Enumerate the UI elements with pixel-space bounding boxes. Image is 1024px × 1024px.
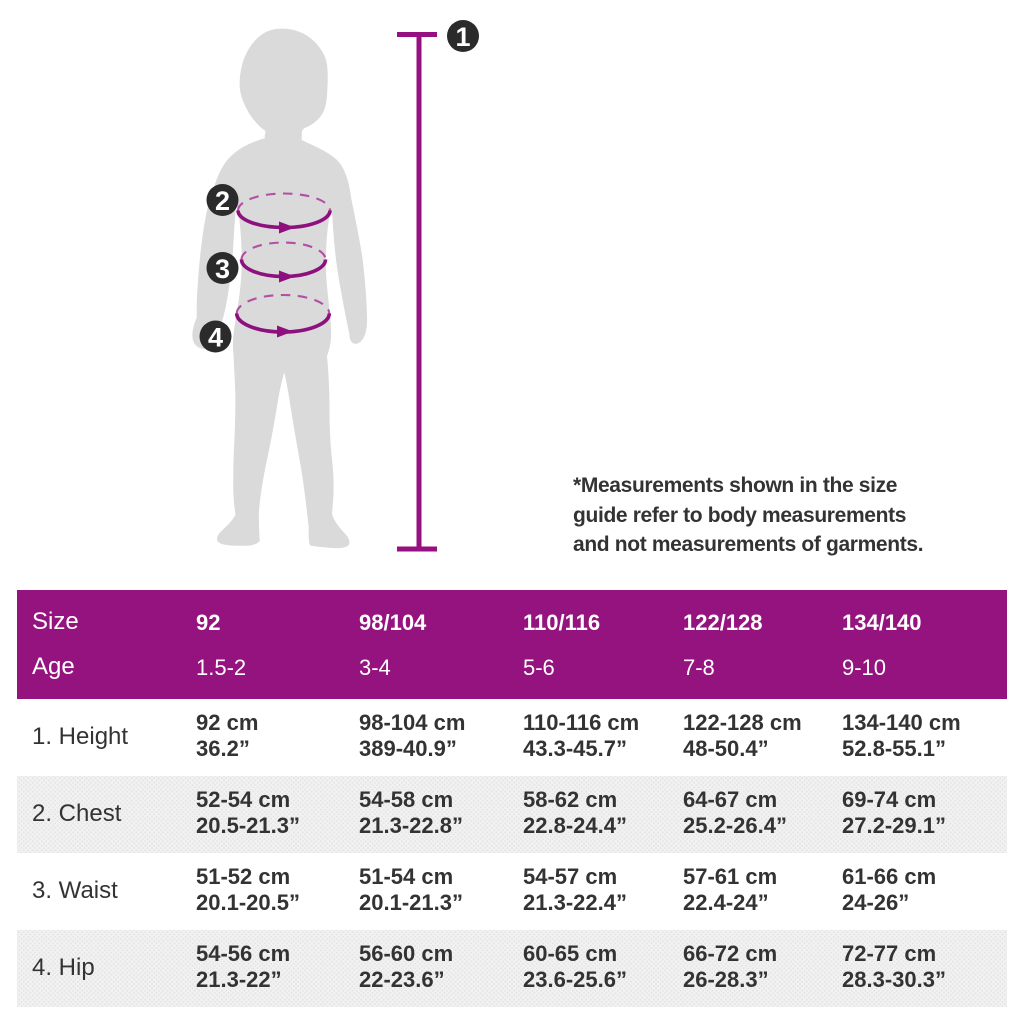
svg-text:1: 1: [455, 22, 470, 52]
svg-text:3: 3: [215, 254, 230, 284]
svg-text:4: 4: [208, 322, 223, 352]
svg-text:2: 2: [215, 186, 230, 216]
